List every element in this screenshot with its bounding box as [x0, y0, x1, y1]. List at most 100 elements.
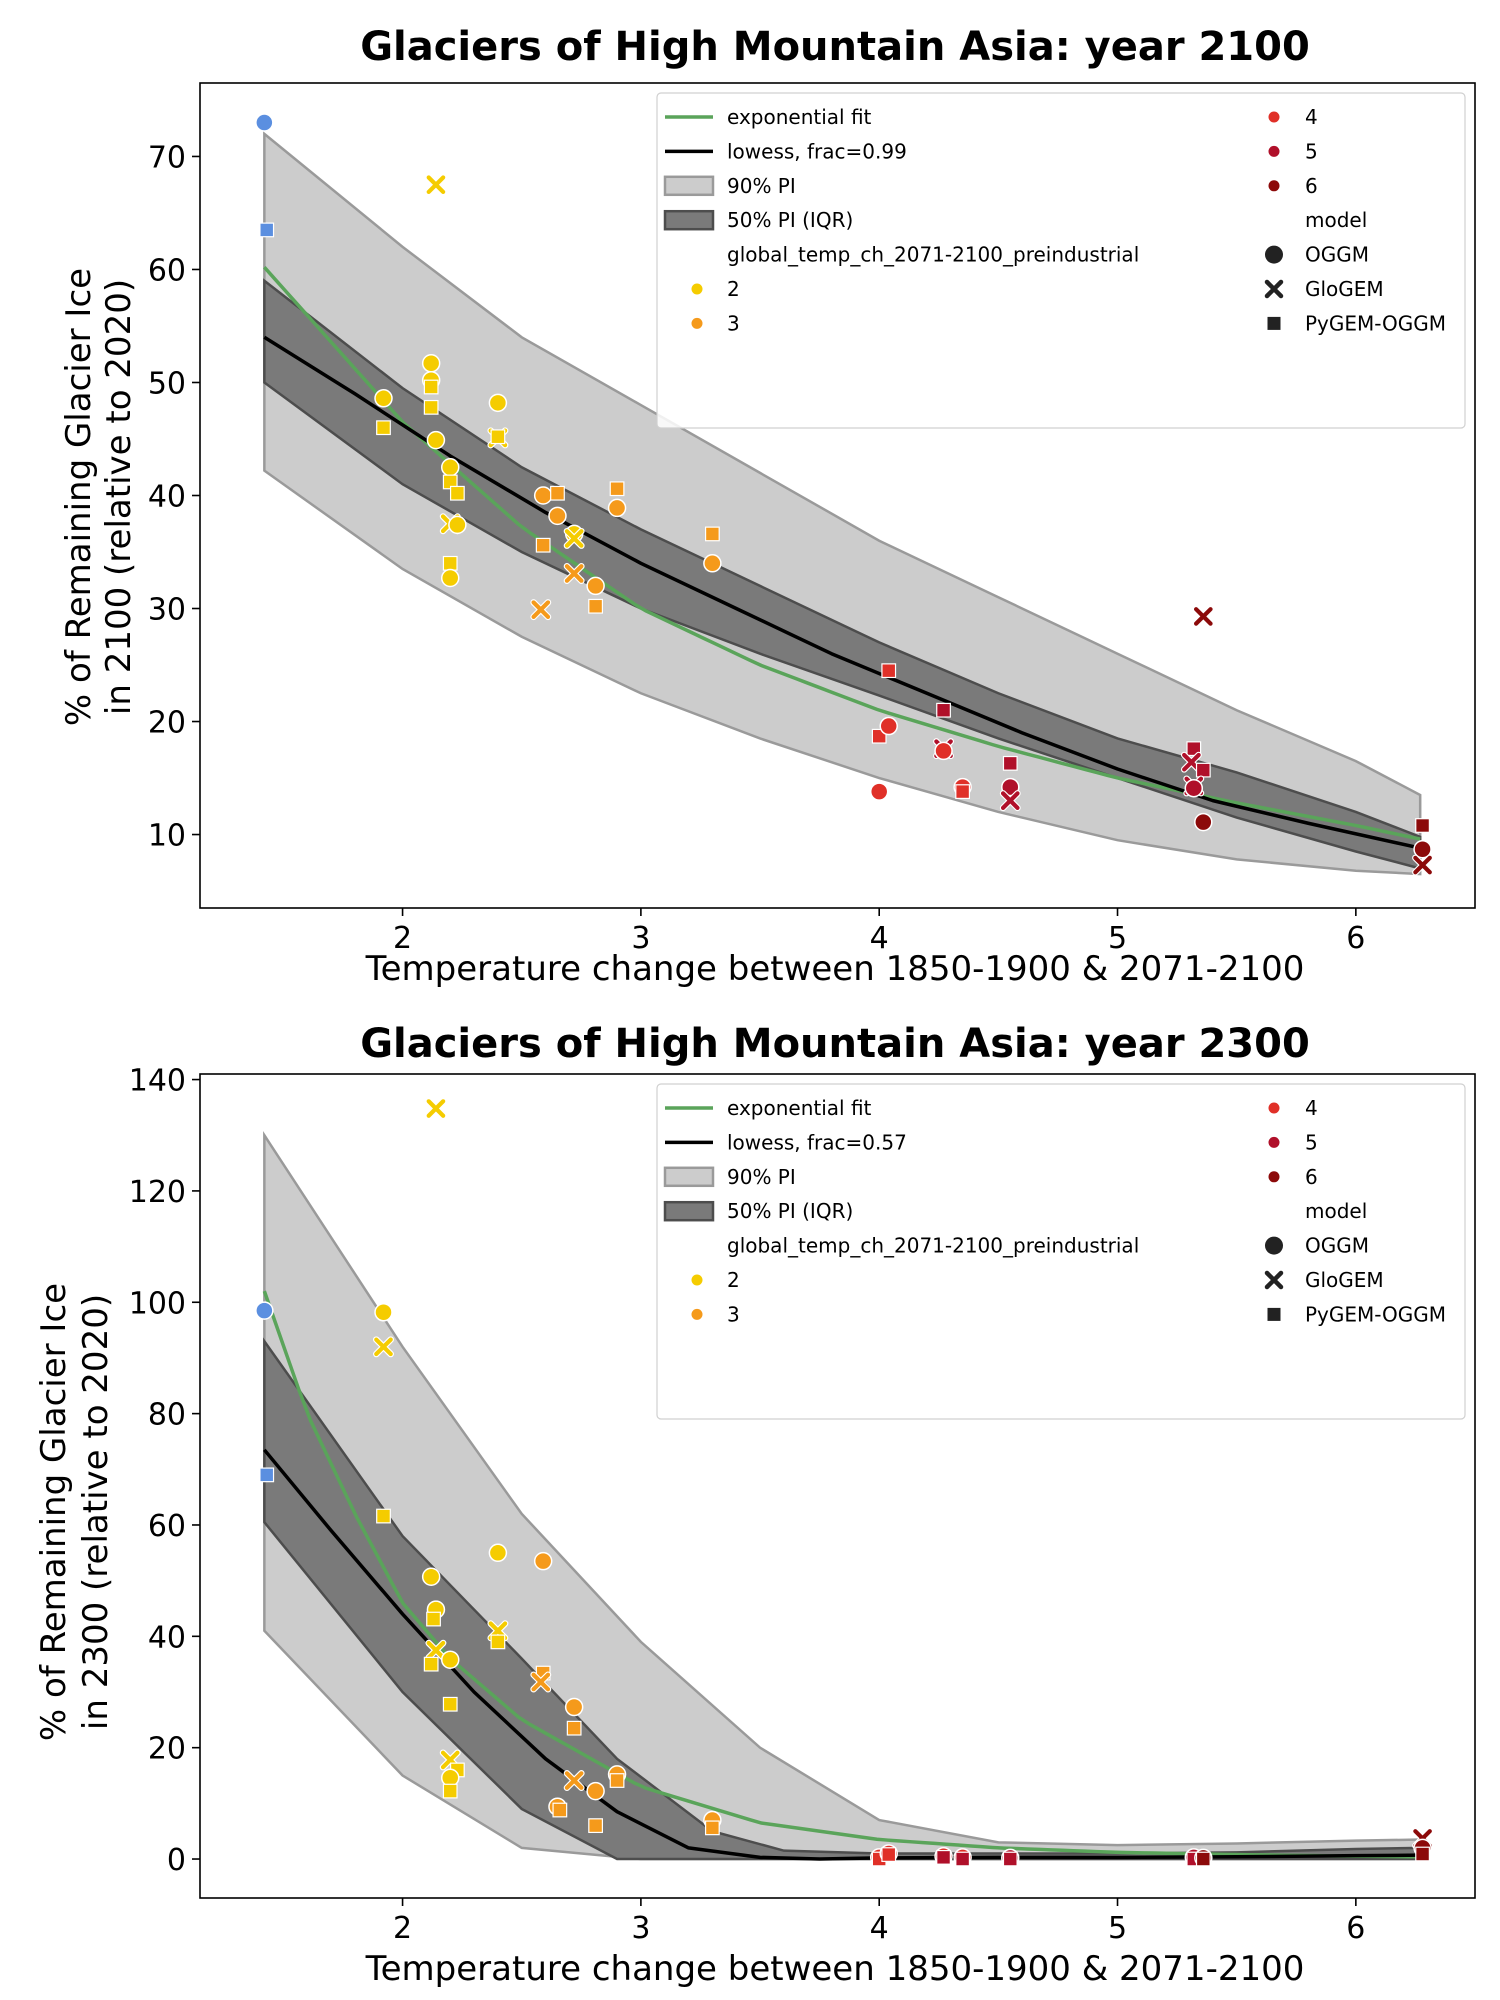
marker-cross	[531, 600, 551, 619]
data-point	[440, 1768, 460, 1787]
data-point	[563, 563, 585, 584]
plot-area	[255, 113, 1434, 876]
data-point	[488, 1543, 508, 1563]
y-tick-label: 120	[129, 1175, 186, 1210]
legend-model-title: model	[1305, 1199, 1367, 1223]
y-axis-label-line2: in 2300 (relative to 2020)	[76, 1294, 116, 1730]
data-point	[564, 1697, 584, 1717]
data-point	[425, 1098, 447, 1119]
legend-hue-swatch	[1268, 1136, 1280, 1148]
data-point	[376, 420, 391, 436]
legend-box	[656, 92, 1466, 429]
data-point	[586, 576, 605, 596]
legend-hue-label: 3	[727, 1302, 740, 1326]
data-point	[588, 598, 604, 614]
marker-cross	[531, 1672, 551, 1692]
legend-pi50-swatch	[663, 1200, 715, 1222]
data-point	[533, 1551, 553, 1571]
data-point	[563, 527, 585, 549]
chart-title: Glaciers of High Mountain Asia: year 210…	[360, 24, 1310, 70]
x-tick-label: 4	[870, 1911, 889, 1946]
legend-hue-title: global_temp_ch_2071-2100_preindustrial	[727, 243, 1139, 267]
data-point	[490, 1634, 506, 1650]
x-tick-label: 5	[1108, 921, 1127, 956]
data-point	[1002, 755, 1018, 771]
data-point	[881, 1847, 897, 1862]
legend-hue-label: 4	[1305, 1096, 1318, 1120]
legend-hue-swatch	[1268, 1171, 1280, 1183]
pi90-band	[263, 131, 1422, 876]
legend-hue-label: 2	[727, 1268, 740, 1292]
y-tick-label: 40	[148, 1620, 186, 1655]
data-point	[440, 568, 460, 588]
data-point	[530, 599, 552, 621]
legend: exponential fit lowess, frac=0.99 90% PI 50…	[656, 92, 1466, 429]
legend-pi50-label: 50% PI (IQR)	[727, 1199, 853, 1223]
data-point	[1194, 812, 1213, 832]
data-point	[1195, 1851, 1211, 1867]
marker-cross	[426, 1640, 446, 1660]
y-tick-label: 0	[167, 1843, 186, 1878]
data-point	[490, 429, 506, 445]
y-tick-label: 80	[148, 1398, 186, 1433]
plot-area	[255, 1098, 1434, 1868]
legend-model-label: OGGM	[1305, 1234, 1369, 1258]
legend-lowess-label: lowess, frac=0.57	[727, 1130, 907, 1154]
data-point	[423, 1656, 439, 1672]
data-point	[426, 1611, 441, 1627]
data-point	[425, 1639, 447, 1661]
y-axis-label-line1: % of Remaining Glacier Ice	[59, 268, 99, 726]
data-point	[374, 1303, 393, 1322]
y-tick-label: 60	[148, 1509, 186, 1544]
data-point	[255, 113, 274, 132]
data-point	[609, 1773, 625, 1788]
x-tick-label: 6	[1346, 1911, 1365, 1946]
x-tick-label: 3	[631, 1911, 650, 1946]
data-point	[586, 1781, 605, 1801]
legend-hue-label: 6	[1305, 1165, 1318, 1189]
data-point	[563, 1770, 585, 1791]
legend-model-swatch	[1264, 1270, 1284, 1290]
legend-model-swatch	[1264, 279, 1284, 299]
legend-model-label: GloGEM	[1305, 277, 1384, 301]
legend-pi90-swatch	[663, 175, 715, 197]
data-point	[869, 782, 889, 801]
data-point	[373, 1336, 394, 1358]
data-points	[255, 1098, 1434, 1868]
data-point	[955, 784, 971, 799]
data-point	[255, 1301, 274, 1320]
y-tick-label: 20	[148, 706, 186, 741]
legend-pi90-label: 90% PI	[727, 1165, 796, 1189]
y-axis-label-line1: % of Remaining Glacier Ice	[34, 1283, 74, 1741]
legend-model-label: PyGEM-OGGM	[1305, 1302, 1446, 1326]
data-point	[421, 354, 441, 373]
legend-model-label: OGGM	[1305, 243, 1369, 267]
data-point	[259, 1467, 275, 1483]
data-point	[881, 663, 897, 679]
plot-frame	[199, 1073, 1476, 1899]
y-tick-label: 60	[148, 253, 186, 288]
marker-cross	[564, 1771, 584, 1790]
marker-cross	[426, 175, 446, 195]
data-point	[535, 537, 551, 553]
x-tick-label: 4	[870, 921, 889, 956]
legend-fit-label: exponential fit	[727, 1096, 872, 1120]
legend-hue-swatch	[1268, 145, 1280, 157]
data-point	[588, 1818, 604, 1834]
legend-model-title: model	[1305, 208, 1367, 232]
data-point	[426, 430, 446, 450]
data-point	[1412, 854, 1434, 876]
legend-hue-label: 4	[1305, 105, 1318, 129]
marker-cross	[374, 1337, 393, 1357]
data-point	[566, 1720, 582, 1736]
data-point	[879, 716, 898, 736]
legend: exponential fit lowess, frac=0.57 90% PI 50…	[656, 1083, 1466, 1420]
legend-hue-swatch	[691, 1274, 703, 1286]
legend-model-swatch	[1265, 1236, 1283, 1255]
data-point	[1195, 762, 1211, 778]
legend-hue-swatch	[691, 317, 703, 329]
legend-model-label: PyGEM-OGGM	[1305, 311, 1446, 335]
data-point	[259, 222, 275, 238]
legend-model-swatch	[1267, 316, 1281, 330]
legend-lowess-label: lowess, frac=0.99	[727, 139, 907, 163]
